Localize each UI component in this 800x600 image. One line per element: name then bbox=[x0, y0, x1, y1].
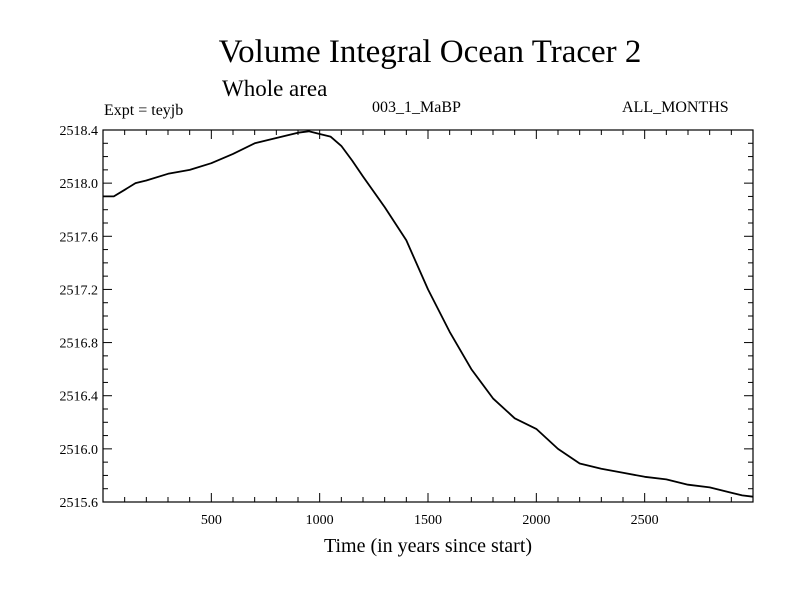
period-label: ALL_MONTHS bbox=[622, 99, 729, 116]
run-label: 003_1_MaBP bbox=[372, 99, 461, 116]
y-tick-label: 2518.0 bbox=[60, 177, 99, 192]
y-tick-label: 2515.6 bbox=[60, 496, 99, 511]
y-tick-label: 2518.4 bbox=[60, 124, 99, 139]
x-tick-label: 2000 bbox=[522, 513, 550, 528]
x-tick-label: 1000 bbox=[306, 513, 334, 528]
y-tick-label: 2516.0 bbox=[60, 443, 99, 458]
x-tick-label: 1500 bbox=[414, 513, 442, 528]
series-group bbox=[103, 130, 754, 498]
y-tick-label: 2516.8 bbox=[60, 337, 99, 352]
y-tick-label: 2517.6 bbox=[60, 230, 99, 245]
x-axis-label: Time (in years since start) bbox=[323, 535, 533, 557]
chart-title: Volume Integral Ocean Tracer 2 bbox=[218, 34, 642, 70]
x-tick-label: 500 bbox=[201, 513, 222, 528]
axis-ticks bbox=[103, 130, 753, 502]
plot-frame bbox=[102, 129, 754, 503]
axis-tick-labels: 500 1000 1500 2000 2500 2515.6 2516.0 2516.4 251… bbox=[60, 124, 659, 528]
y-tick-label: 2517.2 bbox=[60, 283, 99, 298]
experiment-label: Expt = teyjb bbox=[104, 102, 184, 119]
series-line bbox=[103, 130, 754, 498]
y-tick-label: 2516.4 bbox=[60, 390, 99, 405]
chart-subtitle: Whole area bbox=[222, 76, 328, 101]
x-tick-label: 2500 bbox=[631, 513, 659, 528]
